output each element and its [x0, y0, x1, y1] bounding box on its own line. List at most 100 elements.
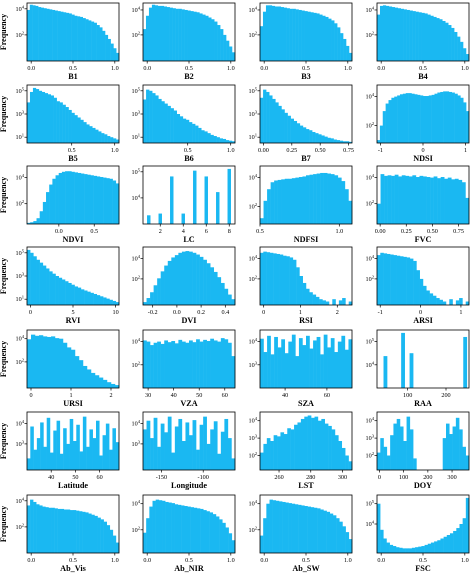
histogram-bar: [62, 104, 66, 143]
histogram-bar: [193, 170, 197, 224]
histogram-bar: [277, 436, 281, 470]
histogram-bar: [52, 273, 56, 305]
histogram-bar: [93, 22, 97, 61]
x-tick-label: -150: [156, 474, 167, 481]
x-tick-label: 2: [159, 228, 162, 235]
histogram-bar: [203, 416, 207, 470]
x-tick-label: 30: [145, 392, 151, 399]
histogram-bar: [269, 95, 273, 143]
histogram-bar: [231, 356, 236, 388]
histogram-bar: [348, 301, 353, 305]
histogram-panel-fsc: 0.0 0.5 1.0 105 104 FSC: [366, 494, 470, 573]
histogram-bar: [192, 123, 196, 143]
histogram-bar: [342, 141, 347, 143]
histogram-panel-dvi: -0.2 0.0 0.2 0.4 104 102 DVI: [132, 246, 236, 325]
histogram-bar: [165, 501, 169, 553]
histogram-bar: [260, 535, 264, 553]
histogram-bar: [377, 14, 381, 62]
histogram-bar: [65, 171, 69, 224]
x-tick-label: 0.0: [173, 309, 181, 316]
histogram-bar: [307, 506, 312, 553]
x-tick-label: 50: [196, 392, 202, 399]
histogram-bar: [92, 127, 96, 143]
histogram-bar: [178, 418, 183, 470]
histogram-bar: [30, 426, 34, 470]
histogram-bar: [298, 9, 302, 62]
x-tick-label: 2: [336, 309, 339, 316]
histogram-bar: [302, 282, 307, 305]
histogram-bar: [306, 129, 310, 143]
y-tick-label: 101: [16, 133, 25, 142]
histogram-bar: [171, 452, 176, 470]
x-tick-label: 300: [338, 474, 347, 481]
histogram-bar: [39, 335, 44, 388]
histogram-bar: [336, 518, 340, 553]
histogram-bar: [66, 443, 70, 470]
y-tick-label: 102: [16, 199, 25, 208]
x-tick-label: -100: [198, 474, 209, 481]
histogram-bar: [405, 175, 410, 224]
x-tick-label: 0.0: [27, 557, 35, 564]
y-tick-label: 102: [366, 274, 375, 283]
y-axis-label: Frequency: [0, 14, 8, 50]
histogram-bar: [390, 435, 394, 470]
x-tick-label: 1.0: [111, 65, 119, 72]
histogram-bar: [388, 6, 393, 62]
histogram-bar: [55, 276, 59, 305]
histogram-bar: [296, 123, 301, 143]
histogram-bar: [333, 139, 337, 143]
x-tick-label: 0: [29, 309, 32, 316]
histogram-bar: [274, 6, 279, 62]
histogram-bar: [58, 172, 63, 224]
histogram-bar: [71, 112, 75, 143]
histogram-bar: [348, 461, 353, 470]
histogram-bar: [177, 504, 182, 553]
histogram-panel-rvi: 0 5 10 105 103 101 RVI Frequency: [0, 246, 120, 325]
histogram-bar: [316, 336, 321, 388]
plot-frame: [142, 411, 236, 471]
histogram-bar: [285, 502, 289, 553]
histogram-bar: [319, 14, 323, 62]
histogram-bar: [220, 29, 224, 61]
histogram-bar: [169, 7, 173, 62]
histogram-bar: [181, 251, 186, 305]
histogram-bar: [60, 508, 65, 553]
histogram-bar: [338, 441, 343, 470]
histogram-bar: [266, 438, 271, 470]
histogram-bar: [459, 524, 463, 553]
y-tick-label: 104: [132, 5, 141, 14]
x-tick-label: 0.5: [185, 65, 193, 72]
histogram-bar: [46, 268, 50, 305]
histogram-bar: [321, 135, 325, 143]
histogram-bar: [391, 7, 396, 61]
x-tick-label: 0: [262, 309, 265, 316]
histogram-bar: [157, 341, 161, 388]
histogram-bar: [229, 46, 233, 61]
histogram-bar: [42, 265, 47, 305]
histogram-bar: [394, 7, 399, 62]
histogram-bar: [220, 282, 225, 305]
histogram-bar: [189, 251, 193, 305]
histogram-bar: [396, 547, 400, 553]
histogram-bar: [320, 509, 324, 553]
x-tick-label: 0.50: [427, 228, 438, 235]
histogram-bar: [33, 501, 37, 553]
histogram-bar: [377, 452, 381, 470]
histogram-bar: [386, 455, 391, 470]
histogram-bar: [204, 131, 208, 143]
histogram-bar: [93, 175, 98, 224]
histogram-bar: [332, 515, 337, 553]
histogram-bar: [201, 130, 205, 143]
histogram-bar: [302, 127, 307, 143]
histogram-bar: [263, 352, 268, 388]
histogram-bar: [430, 542, 435, 553]
histogram-bar: [401, 175, 406, 224]
histogram-bar: [327, 137, 331, 143]
histogram-bar: [443, 536, 448, 553]
histogram-bar: [36, 259, 40, 305]
histogram-bar: [396, 418, 401, 470]
histogram-bar: [181, 441, 186, 470]
histogram-bar: [146, 89, 150, 143]
histogram-bar: [394, 96, 398, 143]
histogram-bar: [172, 8, 176, 61]
